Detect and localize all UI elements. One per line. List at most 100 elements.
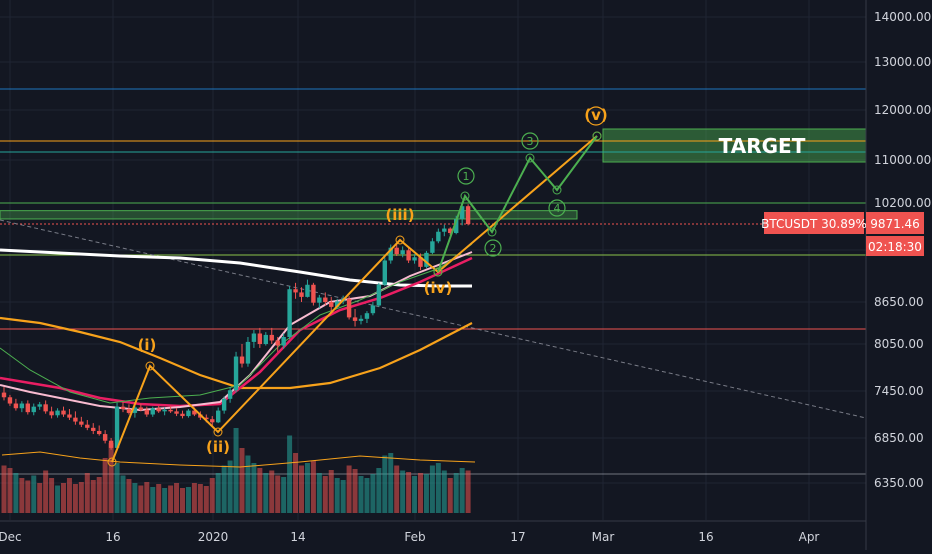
volume-bar <box>215 473 221 513</box>
volume-bar <box>78 482 84 513</box>
volume-bar <box>328 470 334 513</box>
candle-body <box>168 409 173 412</box>
candle-body <box>370 305 376 314</box>
candle-body <box>299 292 304 297</box>
volume-bar <box>388 453 394 513</box>
candle-body <box>108 440 114 448</box>
candle-body <box>233 356 239 391</box>
volume-bar <box>197 484 203 513</box>
wave-label-circle <box>484 239 502 257</box>
candle-body <box>120 406 126 410</box>
volume-bar <box>233 428 239 513</box>
candle-body <box>394 247 399 255</box>
volume-bar <box>263 473 269 513</box>
candle-body <box>317 297 322 303</box>
volume-bar <box>322 476 328 513</box>
countdown-badge <box>866 236 924 256</box>
candle-body <box>281 337 286 346</box>
volume-bar <box>66 478 72 513</box>
volume-bar <box>465 470 471 513</box>
volume-bar <box>334 478 340 513</box>
last-price-value: 9871.46 <box>870 217 920 231</box>
candle-body <box>257 333 263 344</box>
volume-bar <box>459 468 465 513</box>
volume-bar <box>61 483 66 513</box>
volume-bar <box>90 480 96 513</box>
volume-bar <box>180 488 185 513</box>
candle-body <box>19 403 25 409</box>
wave-label-minor: (v) <box>584 106 608 124</box>
wave-label-circle <box>521 132 539 150</box>
time-tick-label: Apr <box>799 530 820 544</box>
candle-body <box>13 403 19 409</box>
volume-bar <box>126 479 132 513</box>
candle-body <box>263 334 268 344</box>
candle-body <box>144 409 149 415</box>
candle-body <box>132 407 138 413</box>
volume-bar <box>72 484 78 513</box>
candle-body <box>400 250 405 255</box>
candle-body <box>436 231 441 242</box>
wave-label-minor: (iv) <box>424 279 453 297</box>
volume-bar <box>168 485 174 513</box>
candle-body <box>311 284 316 303</box>
volume-bar <box>376 468 382 513</box>
candle-body <box>454 218 459 234</box>
volume-bar <box>19 478 25 513</box>
volume-bar <box>96 477 102 513</box>
volume-bar <box>1 465 7 513</box>
volume-bar <box>275 475 281 513</box>
price-tick-label: 8650.00 <box>874 295 924 309</box>
volume-bar <box>162 488 168 513</box>
volume-bar <box>293 453 299 513</box>
volume-bar <box>114 463 120 513</box>
candle-body <box>85 424 90 428</box>
wave-path-minute <box>437 135 598 273</box>
time-tick-label: Feb <box>404 530 425 544</box>
wave-label-minute: 2 <box>490 242 497 255</box>
price-tick-label: 6350.00 <box>874 476 924 490</box>
candle-body <box>221 398 227 411</box>
time-tick-label: 17 <box>510 530 525 544</box>
candle-body <box>251 333 257 342</box>
candle-body <box>43 404 48 412</box>
wave-path-minor <box>111 135 598 463</box>
candle-body <box>424 252 429 267</box>
candle-body <box>364 313 370 319</box>
moving-average-line <box>0 248 472 288</box>
wave-label-minute: 4 <box>554 202 561 215</box>
volume-bar <box>150 487 156 513</box>
candle-body <box>275 340 280 346</box>
candle-body <box>79 421 84 425</box>
price-tick-label: 11000.00 <box>874 153 931 167</box>
volume-bar <box>453 473 459 513</box>
candle-body <box>114 406 120 448</box>
volume-bar <box>49 478 55 513</box>
volume-bar <box>37 483 43 513</box>
countdown-value: 02:18:30 <box>868 240 922 254</box>
candle-body <box>323 297 328 302</box>
candle-body <box>174 411 179 414</box>
volume-bar <box>364 478 370 513</box>
wave-pivot-marker <box>433 267 443 277</box>
volume-bar <box>435 463 441 513</box>
time-tick-label: 16 <box>698 530 713 544</box>
candle-body <box>61 410 66 415</box>
candle-body <box>192 410 197 415</box>
last-price-badge <box>866 212 924 234</box>
volume-bar <box>185 487 191 513</box>
candle-body <box>97 430 102 435</box>
volume-bar <box>209 478 215 513</box>
candle-body <box>204 417 209 420</box>
candle-body <box>245 341 251 364</box>
candle-body <box>239 356 245 364</box>
candle-body <box>227 390 233 399</box>
volume-bar <box>394 465 400 513</box>
wave-pivot-marker <box>213 427 223 437</box>
volume-bar <box>25 480 31 513</box>
support-zone <box>0 210 578 220</box>
volume-bar <box>138 485 144 513</box>
time-tick-label: 2020 <box>198 530 229 544</box>
